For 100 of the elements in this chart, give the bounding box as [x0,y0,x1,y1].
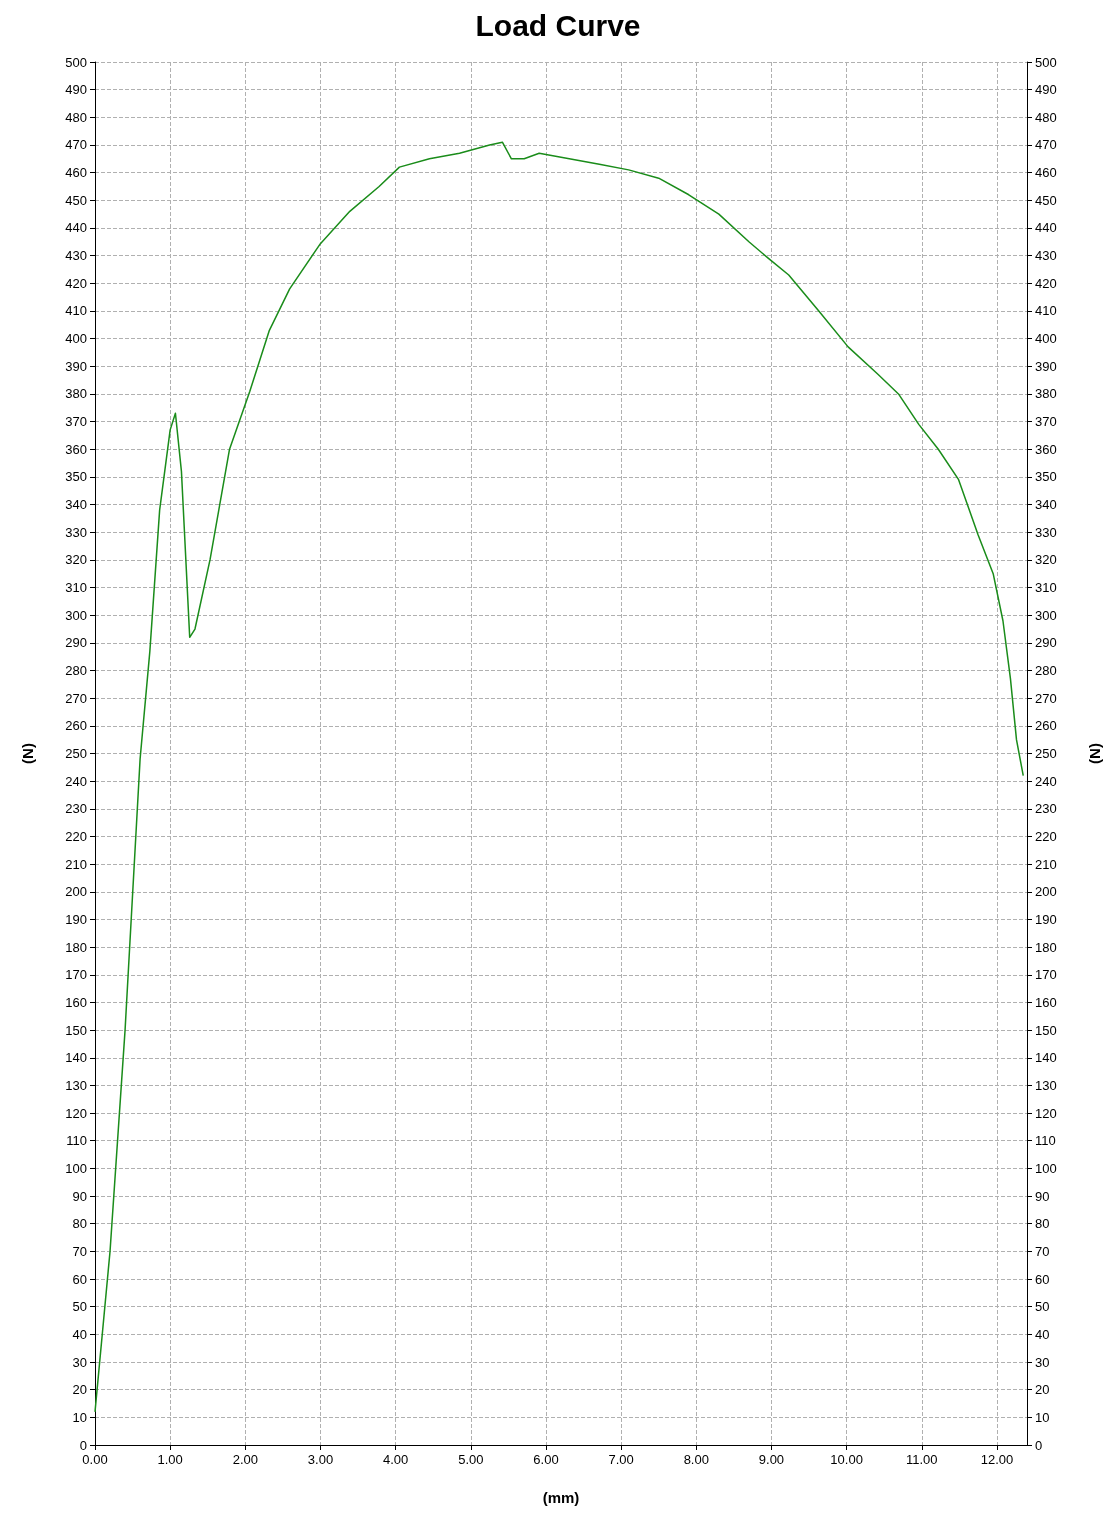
y-tick-label: 440 [65,220,87,236]
y-tick-label: 50 [72,1299,87,1315]
y-tick-label: 320 [65,552,87,568]
y-tick-label: 180 [65,939,87,955]
y-tick-label: 240 [65,773,87,789]
y2-tick-label: 240 [1035,773,1057,789]
y-tick-label: 40 [72,1326,87,1342]
y-tick-label: 160 [65,994,87,1010]
line-series [94,141,1024,1413]
y2-tick-label: 430 [1035,248,1057,264]
x-tick-label: 9.00 [758,1452,785,1467]
y2-tick-label: 490 [1035,82,1057,98]
y-tick-label: 70 [72,1243,87,1259]
y2-tick-label: 180 [1035,939,1057,955]
y-tick-label: 480 [65,109,87,125]
y2-tick-label: 390 [1035,358,1057,374]
y-tick-label: 210 [65,856,87,872]
x-tick-label: 1.00 [157,1452,183,1467]
y-tick-label: 350 [65,469,87,485]
y2-tick-label: 400 [1035,331,1057,347]
y2-tick-label: 60 [1035,1271,1050,1287]
y-tick-label: 410 [65,303,87,319]
y-tick-label: 130 [65,1077,87,1093]
y-tick-label: 470 [65,137,87,153]
y2-tick-label: 330 [1035,524,1057,540]
y2-tick-label: 140 [1035,1050,1057,1066]
y2-tick-label: 50 [1035,1299,1050,1315]
y2-tick-label: 190 [1035,911,1057,927]
y2-tick-label: 150 [1035,1022,1057,1038]
x-tick-label: 4.00 [382,1452,409,1467]
y2-tick-label: 380 [1035,386,1057,402]
y-tick-label: 140 [65,1050,87,1066]
y2-tick-label: 110 [1035,1133,1056,1149]
y2-tick-label: 90 [1035,1188,1050,1204]
y-tick-label: 250 [65,746,87,761]
x-tick-label: 5.00 [458,1452,484,1467]
y2-tick-label: 20 [1035,1382,1050,1398]
y2-tick-label: 460 [1035,165,1057,181]
y2-tick-label: 30 [1035,1354,1050,1370]
y2-tick-label: 220 [1035,828,1057,844]
y2-tick-label: 470 [1035,137,1057,153]
x-tick-label: 0.00 [82,1452,108,1467]
y-tick-label: 450 [65,192,87,208]
y2-tick-label: 350 [1035,469,1057,485]
x-tick-label: 2.00 [232,1452,258,1467]
y-tick-label: 100 [65,1160,87,1176]
y2-tick-label: 270 [1035,690,1057,706]
y-tick-label: 330 [65,524,87,540]
y2-tick-label: 300 [1035,607,1057,623]
y-tick-label: 430 [65,248,87,264]
y2-tick-label: 10 [1035,1409,1050,1425]
y-tick-label: 190 [65,911,87,927]
y2-tick-label: 210 [1035,856,1057,872]
y-tick-label: 220 [65,828,87,844]
y-tick-label: 300 [65,607,87,623]
y2-tick-label: 280 [1035,663,1057,679]
y2-tick-label: 80 [1035,1216,1050,1232]
y2-tick-label: 160 [1035,994,1057,1010]
x-axis-title: (mm) [542,1489,580,1506]
y2-tick-label: 290 [1035,635,1057,651]
y-tick-label: 360 [65,441,87,457]
y-tick-label: 340 [65,497,87,513]
y-tick-label: 200 [65,884,87,900]
x-tick-label: 3.00 [307,1452,334,1467]
x-tick-label: 7.00 [608,1452,634,1467]
y-tick-label: 30 [72,1354,87,1370]
y2-tick-label: 170 [1035,967,1057,983]
y-tick-label: 400 [65,331,87,347]
y2-tick-label: 100 [1035,1160,1057,1176]
y2-tick-label: 340 [1035,497,1057,513]
y2-axis-title: (N) [1086,743,1103,764]
y-tick-label: 80 [72,1216,87,1232]
y-tick-label: 0 [79,1437,87,1453]
y2-tick-label: 130 [1035,1077,1057,1093]
y-tick-label: 310 [65,580,87,596]
y-tick-label: 460 [65,165,87,181]
y2-tick-label: 40 [1035,1326,1050,1342]
y2-tick-label: 70 [1035,1243,1050,1259]
y-axis-title: (N) [19,743,36,764]
y-tick-label: 170 [65,967,87,983]
x-tick-label: 10.00 [830,1452,863,1467]
y2-tick-label: 120 [1035,1105,1057,1121]
y-tick-label: 90 [72,1188,87,1204]
y2-tick-label: 440 [1035,220,1057,236]
y-tick-label: 370 [65,414,87,430]
y2-tick-label: 250 [1035,746,1057,761]
y-tick-label: 260 [65,718,87,734]
y2-tick-label: 320 [1035,552,1057,568]
y-tick-label: 230 [65,801,87,817]
y-tick-label: 20 [72,1382,87,1398]
y2-tick-label: 410 [1035,303,1057,319]
y-tick-label: 290 [65,635,87,651]
y-tick-label: 110 [66,1133,87,1149]
chart-title: Load Curve [475,8,641,42]
y-tick-label: 490 [65,82,87,98]
y2-tick-label: 370 [1035,414,1057,430]
x-tick-label: 11.00 [905,1452,938,1467]
y-tick-label: 270 [65,690,87,706]
y-tick-label: 420 [65,275,87,291]
x-tick-label: 12.00 [980,1452,1014,1467]
